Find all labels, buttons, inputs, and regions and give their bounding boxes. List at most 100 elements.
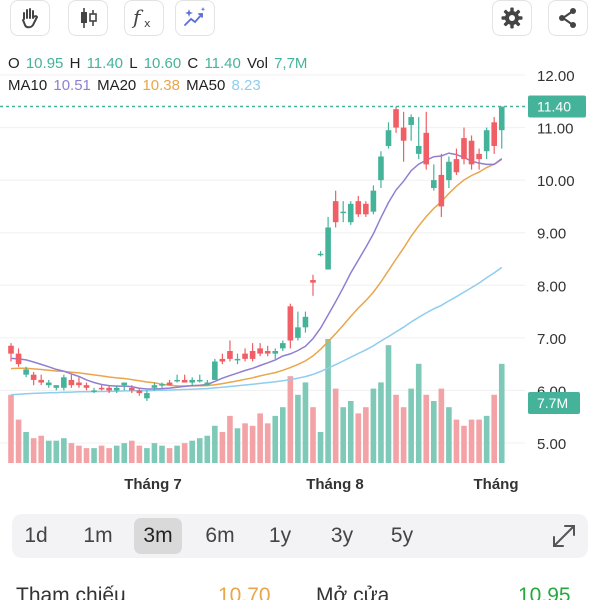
y-tick-label: 8.00 [537,278,566,295]
candle [121,382,128,391]
candle [385,122,392,149]
volume-bar [53,440,60,463]
ma-legend: MA10 10.51 MA20 10.38 MA50 8.23 [8,77,263,94]
volume-bar [30,438,37,463]
candle [38,374,44,386]
timeframe-1y[interactable]: 1y [268,524,292,547]
volume-bar [408,388,414,463]
volume-bar [242,423,248,463]
stats-row: Tham chiếu 10.70 Mở cửa 10.95 [0,578,600,600]
volume-bar [423,394,430,463]
candle [370,185,377,215]
volume-bar [415,363,422,463]
volume-bar [61,438,67,463]
volume-bar [91,448,97,463]
candle [400,111,407,162]
ma20-label: MA20 [97,77,137,94]
y-tick-label: 5.00 [537,436,566,453]
ma10-value: 10.51 [53,77,91,94]
candle [347,201,354,225]
ohlc-legend: O 10.95 H 11.40 L 10.60 C 11.40 Vol 7,7M [8,55,309,72]
volume-label: Vol [247,55,268,72]
volume-bar [325,339,331,463]
ai-analysis-button[interactable] [175,0,215,36]
candle [151,382,158,391]
chart-type-button[interactable] [68,0,108,36]
close-label: C [187,55,199,72]
candle [83,382,90,391]
last-price-tag [528,95,586,118]
candle [129,385,135,394]
candle [98,385,105,391]
share-button[interactable] [548,0,588,36]
volume-bar [498,363,505,463]
candle [15,348,22,367]
volume-bar [8,394,14,463]
ma20-line [10,158,503,387]
volume-bar [189,440,195,463]
timeframe-1d[interactable]: 1d [24,524,48,547]
timeframe-5y[interactable]: 5y [390,524,414,547]
moving-averages [10,152,503,396]
settings-button[interactable] [492,0,532,36]
volume-bar [106,448,112,463]
low-value: 10.60 [143,55,182,72]
volume-bar [468,419,475,463]
volume-bar [174,445,180,463]
y-tick-label: 7.00 [537,331,566,348]
volume-bar [446,407,452,463]
close-value: 11.40 [204,55,241,72]
candle [280,340,286,351]
volume-bar [15,419,22,463]
ma50-line [10,266,503,396]
timeframe-6m[interactable]: 6m [205,524,235,547]
timeframe-selector: 1d 1m 3m 6m 1y 3y 5y [12,514,588,558]
candle [378,151,384,189]
timeframe-1m[interactable]: 1m [83,524,113,547]
volume-bar [166,448,173,463]
volume-bar [76,445,82,463]
volume-bar [38,435,44,463]
volume-bar [249,425,256,463]
ma10-label: MA10 [8,77,48,94]
hand-tool-button[interactable] [10,0,50,36]
y-tick-label: 10.00 [537,173,575,190]
volume-tag [528,392,580,414]
volume-bar [280,407,286,463]
svg-text:x: x [144,17,151,30]
candle [23,366,29,378]
candle [61,374,67,391]
volume-bar [491,394,497,463]
open-value: 10.95 [25,55,64,72]
timeframe-3m[interactable]: 3m [134,518,182,554]
volume-bar [317,432,324,463]
volume-bar [227,415,233,463]
y-tick-label: 12.00 [537,68,575,85]
volume-bar [295,394,301,463]
volume-bar [355,413,362,463]
candle [242,348,248,362]
expand-icon[interactable] [550,522,578,550]
volume-value: 7,7M [274,55,308,72]
timeframe-3y[interactable]: 3y [330,524,354,547]
high-label: H [69,55,81,72]
volume-bar [257,413,263,463]
volume-bar [144,448,150,463]
candle [438,153,445,217]
volume-bar [83,448,90,463]
volume-bar [181,443,188,463]
volume-bar [310,407,316,463]
gear-icon [501,7,523,29]
candle [68,374,75,388]
high-value: 11.40 [86,55,124,72]
sparkle-chart-icon [184,7,206,26]
candle [325,216,331,270]
candle [91,387,97,394]
candle [30,372,37,386]
volume-bar [159,445,165,463]
x-tick-label: Tháng 8 [306,476,364,493]
volume-bar [196,438,203,463]
